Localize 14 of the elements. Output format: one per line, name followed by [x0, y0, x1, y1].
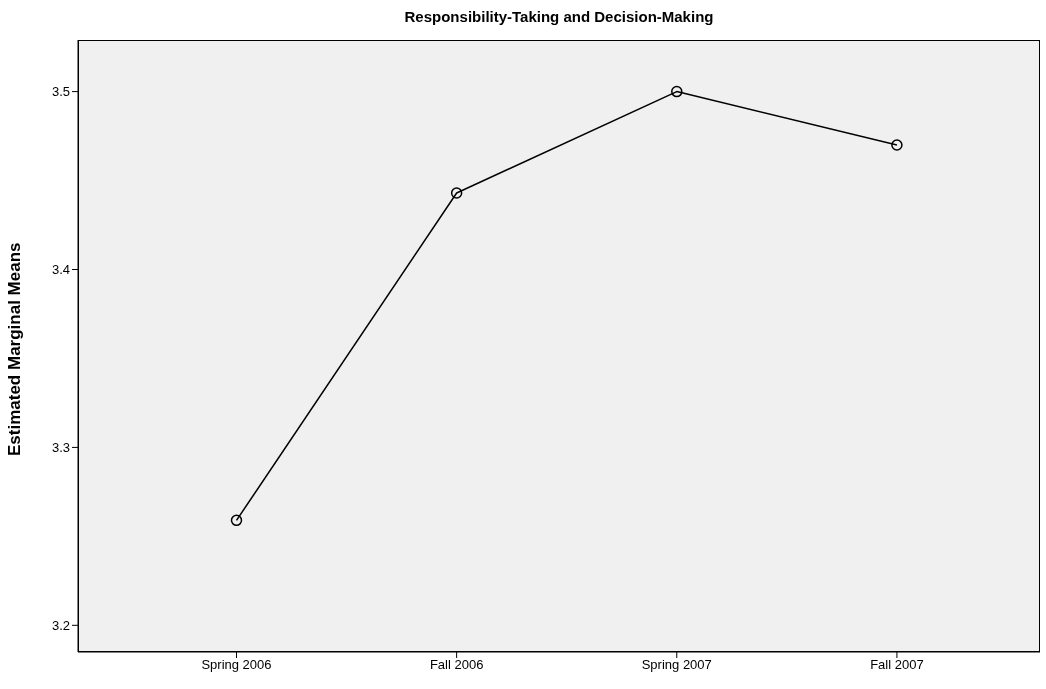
point: [450, 187, 463, 199]
x-tick-label: Fall 2006: [429, 657, 484, 673]
x-tick-label: Spring 2006: [201, 657, 272, 673]
x-tick-label: Spring 2007: [641, 657, 712, 673]
y-tick-label: 3.3: [51, 440, 70, 456]
y-tick-label: 3.4: [51, 262, 70, 278]
y-tick-label: 3.5: [51, 84, 70, 100]
chart-title: Responsibility-Taking and Decision-Making: [403, 8, 715, 25]
x-tick-label: Fall 2007: [870, 657, 924, 673]
point: [671, 85, 683, 98]
point: [230, 514, 243, 527]
point: [891, 139, 903, 151]
y-tick-label: 3.2: [51, 617, 70, 633]
y-axis-title: Estimated Marginal Means: [5, 242, 25, 456]
